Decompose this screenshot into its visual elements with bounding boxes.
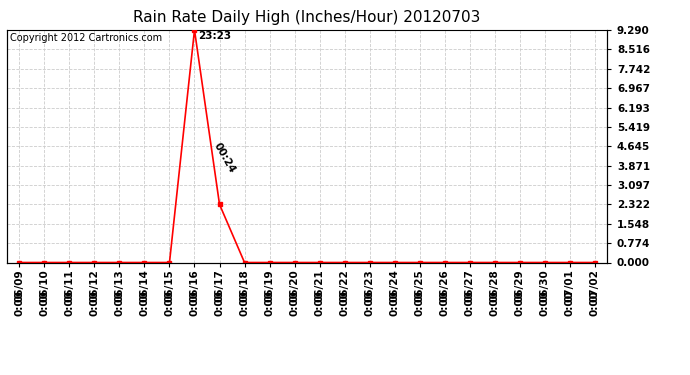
Text: 0:00: 0:00 [139,290,150,316]
Text: 23:23: 23:23 [198,31,231,41]
Text: 0:00: 0:00 [90,290,99,316]
Text: 0:00: 0:00 [564,290,575,316]
Text: 0:00: 0:00 [390,290,400,316]
Text: 0:00: 0:00 [290,290,299,316]
Text: 0:00: 0:00 [590,290,600,316]
Text: 0:00: 0:00 [415,290,424,316]
Title: Rain Rate Daily High (Inches/Hour) 20120703: Rain Rate Daily High (Inches/Hour) 20120… [133,10,481,25]
Text: 0:00: 0:00 [190,290,199,316]
Text: Copyright 2012 Cartronics.com: Copyright 2012 Cartronics.com [10,33,162,44]
Text: 0:00: 0:00 [115,290,124,316]
Text: 0:00: 0:00 [364,290,375,316]
Text: 0:00: 0:00 [464,290,475,316]
Text: 0:00: 0:00 [440,290,450,316]
Text: 0:00: 0:00 [164,290,175,316]
Text: 00:24: 00:24 [212,141,237,174]
Text: 0:00: 0:00 [14,290,24,316]
Text: 0:00: 0:00 [315,290,324,316]
Text: 0:00: 0:00 [515,290,524,316]
Text: 0:00: 0:00 [39,290,50,316]
Text: 0:00: 0:00 [490,290,500,316]
Text: 0:00: 0:00 [540,290,550,316]
Text: 0:00: 0:00 [215,290,224,316]
Text: 0:00: 0:00 [339,290,350,316]
Text: 0:00: 0:00 [64,290,75,316]
Text: 0:00: 0:00 [239,290,250,316]
Text: 0:00: 0:00 [264,290,275,316]
